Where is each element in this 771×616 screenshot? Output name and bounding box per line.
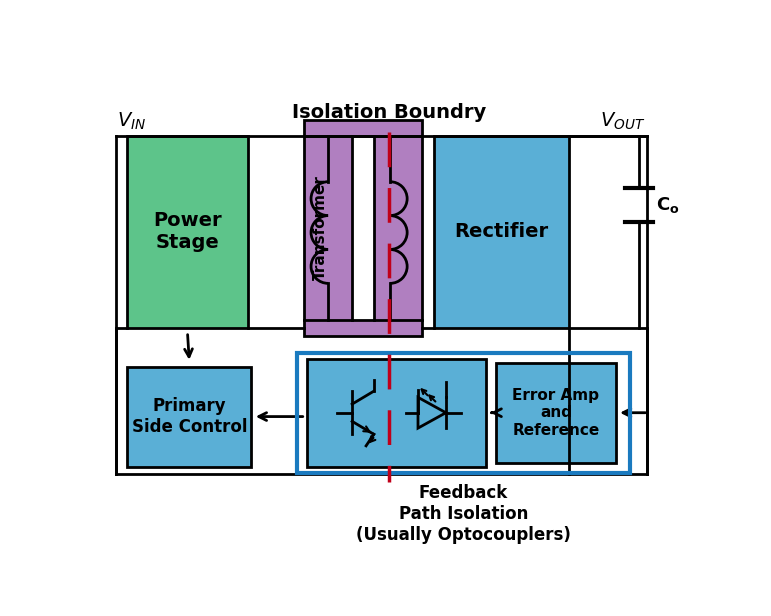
Text: Error Amp
and
Reference: Error Amp and Reference [512, 388, 600, 437]
Bar [297, 352, 630, 473]
Text: $V_{OUT}$: $V_{OUT}$ [600, 110, 645, 132]
Bar [497, 363, 615, 463]
Text: Power
Stage: Power Stage [153, 211, 222, 253]
Text: Transformer: Transformer [313, 176, 328, 280]
Text: $\mathbf{C_o}$: $\mathbf{C_o}$ [656, 195, 679, 215]
Text: Primary
Side Control: Primary Side Control [132, 397, 247, 436]
Bar [352, 136, 374, 320]
Text: Rectifier: Rectifier [455, 222, 549, 241]
Bar [434, 136, 569, 328]
Text: Feedback
Path Isolation
(Usually Optocouplers): Feedback Path Isolation (Usually Optocou… [356, 484, 571, 544]
Bar [304, 120, 422, 336]
Bar [127, 136, 247, 328]
Text: $V_{IN}$: $V_{IN}$ [117, 110, 146, 132]
Bar [127, 367, 251, 467]
Bar [307, 359, 487, 467]
Text: Isolation Boundry: Isolation Boundry [292, 103, 487, 121]
